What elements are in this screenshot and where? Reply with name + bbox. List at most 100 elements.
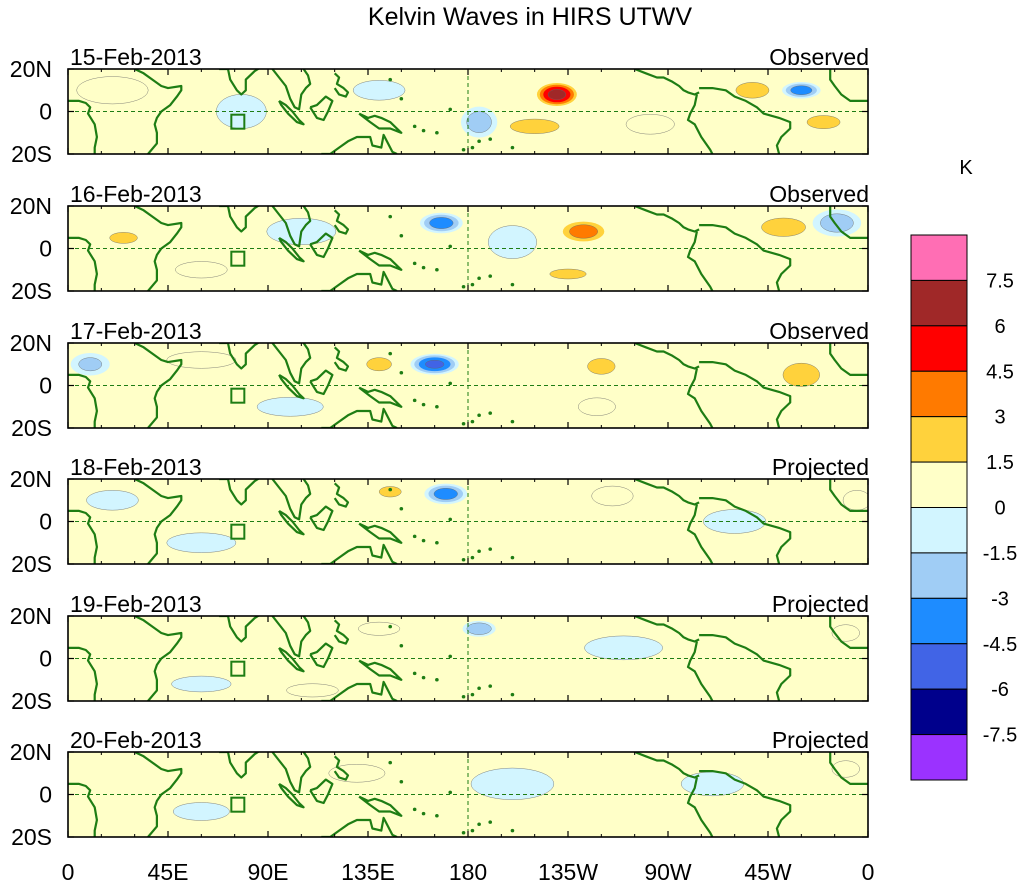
x-axis: 0 45E 90E 135E 180 135W 90W 45W 0 bbox=[62, 859, 875, 885]
panel-date: 20-Feb-2013 bbox=[70, 727, 202, 753]
coastline bbox=[829, 752, 868, 785]
x-tick-label: 180 bbox=[449, 859, 487, 885]
x-tick-label: 45W bbox=[744, 859, 792, 885]
coastline bbox=[321, 543, 398, 564]
contour-blob-6-level-2 bbox=[466, 111, 492, 133]
contour-line bbox=[510, 118, 560, 134]
contour-line bbox=[78, 357, 102, 372]
contour-line bbox=[76, 76, 149, 105]
contour-blob-1-level-3 bbox=[569, 224, 598, 239]
island-marker bbox=[399, 370, 404, 375]
coastline bbox=[68, 646, 98, 701]
contour-line bbox=[820, 213, 854, 233]
contour-line bbox=[591, 485, 634, 507]
contour-blob-7-level-1 bbox=[257, 397, 324, 417]
coastline bbox=[278, 373, 305, 400]
contour-blob-5-level-2 bbox=[820, 213, 854, 233]
island-marker bbox=[448, 381, 453, 386]
colorbar-label: -1.5 bbox=[983, 543, 1017, 565]
island-marker bbox=[470, 828, 475, 833]
coastline bbox=[333, 72, 350, 98]
colorbar-label: -3 bbox=[991, 588, 1009, 610]
contour-line bbox=[171, 675, 232, 693]
x-tick-label: 90E bbox=[248, 859, 289, 885]
contour-line bbox=[175, 261, 228, 279]
contour-line bbox=[266, 218, 337, 245]
colorbar-swatch bbox=[910, 552, 968, 599]
x-tick-label: 45E bbox=[148, 859, 189, 885]
coastline bbox=[634, 479, 700, 506]
contour-blob-7-level-1 bbox=[216, 94, 267, 129]
coastline bbox=[68, 99, 98, 154]
y-tick-label: 0 bbox=[39, 782, 52, 808]
contour-blob-3-level-3 bbox=[429, 217, 454, 229]
colorbar-unit: K bbox=[959, 157, 973, 179]
colorbar-swatch bbox=[910, 597, 968, 645]
y-tick-label: 20N bbox=[10, 193, 52, 219]
colorbar-swatch bbox=[910, 507, 968, 554]
island-marker bbox=[399, 643, 404, 648]
contour-line bbox=[166, 351, 237, 369]
y-tick-label: 0 bbox=[39, 99, 52, 125]
island-marker bbox=[470, 282, 475, 287]
contour-line bbox=[172, 802, 230, 821]
island-marker bbox=[461, 421, 466, 426]
contour-line bbox=[429, 217, 454, 229]
coastline bbox=[333, 482, 350, 508]
colorbar-swatch bbox=[910, 643, 968, 690]
y-tick-label: 0 bbox=[39, 646, 52, 672]
contour-line bbox=[256, 397, 324, 417]
y-tick-label: 20S bbox=[11, 278, 52, 304]
island-marker bbox=[488, 547, 493, 551]
coastline bbox=[219, 616, 261, 643]
island-marker bbox=[435, 540, 439, 545]
coastline bbox=[309, 778, 334, 805]
contour-line bbox=[86, 490, 139, 511]
coastline bbox=[699, 224, 792, 291]
colorbar-label: 7.5 bbox=[986, 270, 1014, 292]
contour-line bbox=[109, 232, 138, 244]
contour-line bbox=[366, 357, 392, 372]
y-tick-label: 20S bbox=[11, 551, 52, 577]
contour-blob-4-level-2 bbox=[735, 82, 769, 99]
contour-blob-8-level-1 bbox=[166, 351, 236, 369]
island-marker bbox=[488, 820, 493, 824]
coastline bbox=[358, 522, 403, 544]
island-marker bbox=[448, 790, 453, 795]
contour-blob-8-level-1 bbox=[488, 225, 537, 259]
contour-line bbox=[703, 509, 767, 534]
coastline bbox=[271, 343, 312, 385]
reference-box bbox=[230, 523, 246, 540]
contour-blob-3-level-1 bbox=[173, 802, 230, 821]
island-marker bbox=[470, 419, 475, 424]
island-marker bbox=[435, 677, 439, 682]
island-marker bbox=[388, 760, 393, 765]
y-tick-label: 20S bbox=[11, 141, 52, 167]
contour-line bbox=[466, 622, 492, 635]
contour-blob-9-level-1 bbox=[175, 261, 228, 279]
panel-status: Observed bbox=[769, 44, 869, 70]
island-marker bbox=[510, 282, 515, 287]
panel-date: 15-Feb-2013 bbox=[70, 44, 202, 70]
coastline bbox=[333, 346, 350, 372]
contour-blob-2-level-2 bbox=[549, 269, 587, 279]
coastline bbox=[358, 112, 403, 134]
colorbar-swatch bbox=[910, 688, 968, 736]
island-marker bbox=[435, 130, 439, 135]
contour-blob-4-level-1 bbox=[171, 676, 232, 692]
coastline bbox=[219, 206, 261, 233]
x-tick-label: 135E bbox=[341, 859, 395, 885]
panel-date: 16-Feb-2013 bbox=[70, 181, 202, 207]
coastline bbox=[699, 87, 792, 154]
contour-line bbox=[578, 397, 616, 416]
contour-line bbox=[488, 225, 537, 259]
chart-title: Kelvin Waves in HIRS UTWV bbox=[368, 3, 692, 31]
coastline bbox=[358, 386, 403, 408]
island-marker bbox=[421, 675, 426, 680]
contour-blob-4-level-1 bbox=[166, 532, 236, 553]
coastline bbox=[634, 206, 700, 233]
y-tick-label: 20S bbox=[11, 415, 52, 441]
coastline bbox=[829, 479, 868, 512]
coastline bbox=[271, 752, 312, 794]
coastline bbox=[358, 795, 403, 817]
